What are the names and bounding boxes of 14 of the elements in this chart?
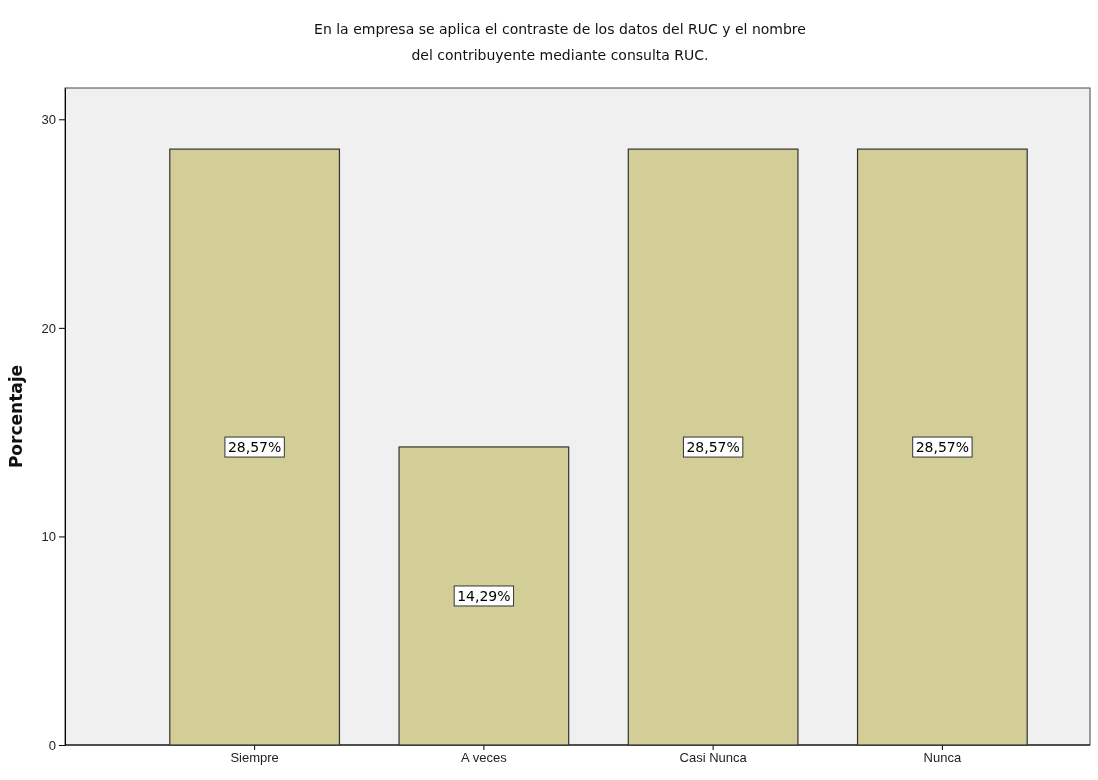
data-label: 28,57% (227, 439, 282, 456)
y-axis-title: Porcentaje (6, 364, 26, 469)
x-tick-label: Nunca (923, 750, 962, 766)
x-tick-label: A veces (461, 750, 508, 766)
chart-title: En la empresa se aplica el contraste de los datos del RUC y el nombre del contribuyente mediante consulta RUC. (314, 21, 806, 63)
data-label: 14,29% (457, 587, 511, 604)
x-tick-label: Casi Nunca (679, 750, 748, 766)
y-tick-label: 10 (41, 529, 56, 545)
y-tick-label: 20 (41, 320, 56, 336)
data-label: 28,57% (915, 439, 970, 456)
x-tick-label: Siempre (230, 750, 279, 766)
y-tick-label: 30 (41, 111, 56, 127)
y-tick-label: 0 (48, 737, 56, 753)
data-label: 28,57% (686, 439, 740, 456)
